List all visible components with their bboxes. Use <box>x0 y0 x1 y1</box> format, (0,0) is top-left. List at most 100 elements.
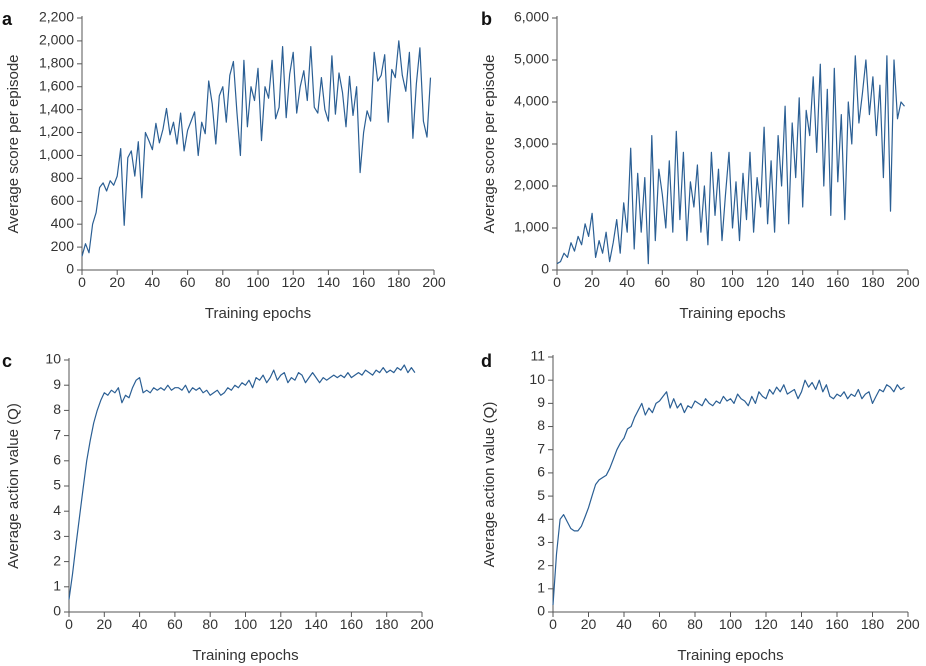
y-axis-title: Average action value (Q) <box>5 403 22 569</box>
y-tick-label: 5 <box>53 477 61 493</box>
x-tick-label: 100 <box>234 616 258 632</box>
y-tick-label: 1,800 <box>39 55 74 71</box>
y-tick-label: 1,400 <box>39 100 74 116</box>
x-tick-label: 60 <box>655 274 671 290</box>
x-tick-label: 160 <box>825 616 849 632</box>
x-tick-label: 0 <box>553 274 561 290</box>
y-tick-label: 9 <box>537 394 545 410</box>
panel-letter-c: c <box>2 351 12 371</box>
y-tick-label: 7 <box>537 440 545 456</box>
x-tick-label: 20 <box>581 616 597 632</box>
x-axis-title: Training epochs <box>677 647 783 664</box>
series-line-b-0 <box>556 55 905 265</box>
y-tick-label: 5,000 <box>514 51 549 67</box>
y-tick-label: 0 <box>541 261 549 277</box>
y-tick-label: 4 <box>537 510 545 526</box>
y-tick-label: 3 <box>537 533 545 549</box>
x-tick-label: 160 <box>352 274 376 290</box>
x-tick-label: 140 <box>317 274 341 290</box>
x-tick-label: 200 <box>422 274 446 290</box>
y-axis-title: Average score per episode <box>5 54 22 233</box>
x-tick-label: 100 <box>246 274 270 290</box>
y-tick-label: 6 <box>53 452 61 468</box>
y-tick-label: 400 <box>51 215 75 231</box>
x-tick-label: 0 <box>78 274 86 290</box>
x-tick-label: 200 <box>896 616 920 632</box>
x-tick-label: 120 <box>754 616 778 632</box>
x-tick-label: 80 <box>202 616 218 632</box>
x-tick-label: 200 <box>410 616 434 632</box>
x-tick-label: 120 <box>756 274 780 290</box>
x-tick-label: 0 <box>65 616 73 632</box>
x-tick-label: 120 <box>269 616 293 632</box>
x-tick-label: 40 <box>132 616 148 632</box>
y-tick-label: 2,000 <box>514 177 549 193</box>
y-tick-label: 5 <box>537 487 545 503</box>
x-tick-label: 180 <box>861 274 885 290</box>
x-tick-label: 40 <box>616 616 632 632</box>
y-tick-label: 1 <box>53 578 61 594</box>
panel-b: b 0 1,000 2,000 3,000 4,000 5,000 6,000 0 20 40 60 8… <box>481 9 920 322</box>
y-tick-label: 6 <box>537 464 545 480</box>
y-tick-label: 200 <box>51 238 75 254</box>
panel-letter-d: d <box>481 351 492 371</box>
x-axis-title: Training epochs <box>679 305 785 322</box>
y-tick-label: 11 <box>530 348 545 364</box>
x-tick-label: 100 <box>721 274 745 290</box>
x-tick-label: 180 <box>861 616 885 632</box>
x-tick-label: 140 <box>790 616 814 632</box>
x-tick-label: 40 <box>145 274 161 290</box>
x-tick-label: 80 <box>687 616 703 632</box>
x-axis-title: Training epochs <box>205 305 311 322</box>
x-tick-label: 160 <box>340 616 364 632</box>
y-tick-label: 10 <box>45 351 61 367</box>
series-line-d-0 <box>552 379 905 606</box>
x-tick-label: 140 <box>304 616 328 632</box>
y-tick-label: 8 <box>537 417 545 433</box>
y-tick-label: 1,000 <box>39 146 74 162</box>
series-line-c-0 <box>68 364 416 600</box>
y-tick-label: 2,000 <box>39 32 74 48</box>
y-tick-label: 6,000 <box>514 9 549 25</box>
y-tick-label: 600 <box>51 192 75 208</box>
y-tick-label: 8 <box>53 401 61 417</box>
y-tick-label: 4,000 <box>514 93 549 109</box>
x-tick-label: 80 <box>215 274 231 290</box>
y-tick-label: 10 <box>529 371 545 387</box>
y-tick-label: 800 <box>51 169 75 185</box>
x-tick-label: 120 <box>282 274 306 290</box>
panel-d: d 0 1 2 3 4 5 6 7 8 9 10 11 0 20 40 60 80 100 120 140 160 180 2… <box>481 348 920 664</box>
y-tick-label: 2 <box>537 556 545 572</box>
y-tick-label: 1,200 <box>39 123 74 139</box>
x-axis-title: Training epochs <box>192 647 298 664</box>
x-tick-label: 140 <box>791 274 815 290</box>
y-axis-title: Average score per episode <box>481 54 498 233</box>
x-tick-label: 20 <box>97 616 113 632</box>
x-tick-label: 20 <box>109 274 125 290</box>
x-tick-label: 180 <box>387 274 411 290</box>
x-tick-label: 20 <box>584 274 600 290</box>
y-tick-label: 0 <box>537 603 545 619</box>
y-tick-label: 3 <box>53 527 61 543</box>
y-tick-label: 0 <box>66 261 74 277</box>
panel-letter-b: b <box>481 9 492 29</box>
panel-a: a02004006008001,0001,2001,4001,6001,8002… <box>2 9 446 322</box>
panel-letter-a: a <box>2 9 13 29</box>
y-tick-label: 4 <box>53 502 61 518</box>
y-tick-label: 1,600 <box>39 77 74 93</box>
x-tick-label: 160 <box>826 274 850 290</box>
x-tick-label: 40 <box>619 274 635 290</box>
x-tick-label: 100 <box>719 616 743 632</box>
x-tick-label: 60 <box>652 616 668 632</box>
x-tick-label: 200 <box>896 274 920 290</box>
y-tick-label: 2 <box>53 552 61 568</box>
y-tick-label: 0 <box>53 603 61 619</box>
x-tick-label: 60 <box>180 274 196 290</box>
series-line-a-0 <box>81 40 432 257</box>
y-tick-label: 2,200 <box>39 9 74 25</box>
x-tick-label: 0 <box>549 616 557 632</box>
x-tick-label: 80 <box>690 274 706 290</box>
y-axis-title: Average action value (Q) <box>481 402 498 568</box>
